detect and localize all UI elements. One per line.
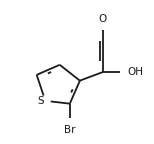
Text: OH: OH <box>127 67 143 77</box>
Text: S: S <box>37 96 44 106</box>
Text: O: O <box>99 15 107 24</box>
Text: Br: Br <box>64 125 76 135</box>
